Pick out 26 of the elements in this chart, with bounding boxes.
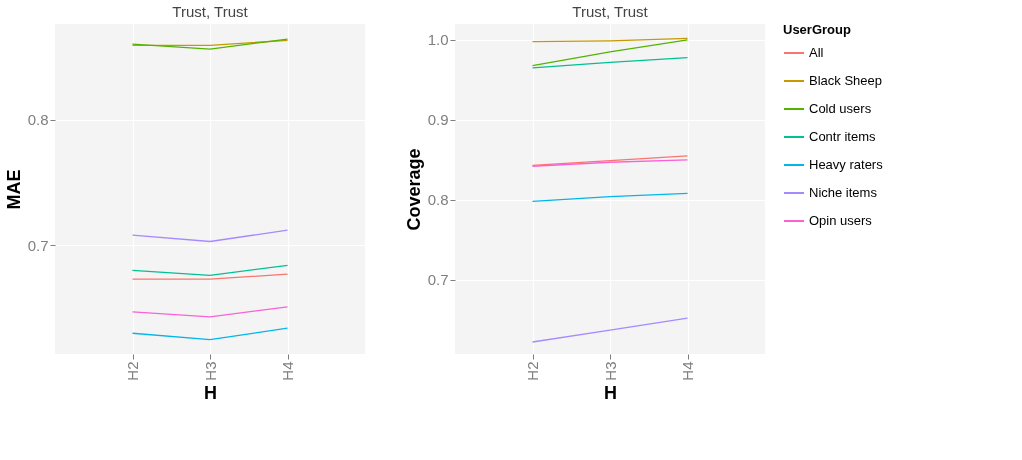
legend-label: Heavy raters [809,157,884,172]
legend-label: Contr items [809,129,876,144]
y-tick-label: 0.7 [27,236,49,254]
x-tick-label: H4 [279,361,296,381]
legend-label: Opin users [809,213,873,228]
legend-label: All [809,45,824,60]
y-tick-label: 0.8 [27,111,49,129]
x-axis-title: H [604,382,617,403]
x-tick-label: H3 [601,361,619,381]
y-tick-label: 0.9 [427,111,449,129]
y-tick-label: 0.8 [427,191,449,209]
x-tick-label: H2 [124,361,141,381]
y-tick-label: 0.7 [427,271,449,289]
legend-label: Niche items [809,185,878,200]
x-tick-label: H2 [524,361,541,381]
chart-title: Trust, Trust [572,3,649,20]
legend-title: UserGroup [783,22,851,37]
x-axis-title: H [204,382,217,403]
x-tick-label: H4 [679,361,696,381]
y-axis-title: MAE [3,169,24,210]
y-axis-title: Coverage [403,148,424,231]
y-tick-label: 1.0 [427,31,449,49]
chart-title: Trust, Trust [172,3,249,20]
legend-label: Black Sheep [809,73,882,88]
x-tick-label: H3 [201,361,219,381]
legend-label: Cold users [809,101,872,116]
